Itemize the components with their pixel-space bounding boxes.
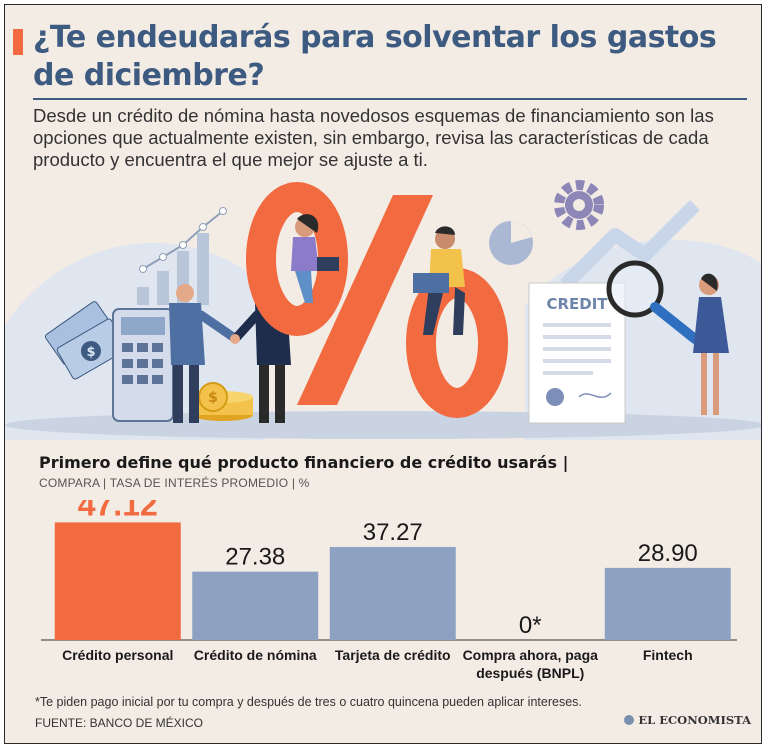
- bar-2: [329, 546, 456, 640]
- title-accent-bar: [13, 29, 23, 55]
- credit-document-illustration: CREDIT: [528, 282, 626, 424]
- svg-text:$: $: [86, 345, 95, 360]
- bar-value-label: 28.90: [638, 540, 698, 567]
- brand-logo-icon: [624, 715, 635, 725]
- svg-text:CREDIT: CREDIT: [546, 295, 608, 313]
- category-label: Crédito de nómina: [194, 647, 317, 663]
- chart-section-title: Primero define qué producto financiero d…: [39, 453, 569, 472]
- svg-text:$: $: [208, 390, 218, 406]
- bar-value-label: 27.38: [225, 544, 285, 571]
- bar-value-label: 0*: [519, 612, 542, 639]
- category-label: Tarjeta de crédito: [335, 647, 451, 663]
- intro-text: Desde un crédito de nómina hasta novedos…: [33, 105, 714, 170]
- woman-analyst-illustration: [693, 273, 729, 415]
- gear-icon: [554, 180, 604, 230]
- title-divider: [33, 98, 747, 100]
- calculator-icon: [112, 308, 174, 422]
- bar-value-label: 47.12: [78, 500, 158, 522]
- money-bills-icon: $: [44, 301, 128, 380]
- chart-section-subtitle: COMPARA | TASA DE INTERÉS PROMEDIO | %: [39, 476, 310, 490]
- brand-name: EL ECONOMISTA: [638, 713, 751, 727]
- bar-0: [54, 522, 181, 640]
- bar-value-label: 37.27: [363, 519, 423, 546]
- chart-footnote: *Te piden pago inicial por tu compra y d…: [35, 695, 582, 709]
- bar-4: [604, 567, 731, 640]
- publisher-brand: EL ECONOMISTA: [624, 713, 751, 727]
- magnifying-glass-icon: [606, 260, 700, 344]
- category-label: Fintech: [643, 647, 693, 663]
- interest-rate-bar-chart: 47.12 Crédito personal 27.38 Crédito de nóm…: [41, 500, 737, 681]
- pie-chart-icon: [489, 221, 533, 265]
- coin-stack-icon: $: [193, 382, 253, 421]
- trend-arrow-icon: [560, 200, 700, 290]
- category-label: Crédito personal: [62, 647, 173, 663]
- woman-with-laptop-illustration: [291, 214, 339, 303]
- man-with-laptop-illustration: [413, 226, 465, 335]
- bar-1: [192, 571, 319, 640]
- finance-illustration: $ $: [5, 180, 761, 440]
- page-title: ¿Te endeudarás para solventar los gastos…: [33, 20, 717, 93]
- source-note: FUENTE: BANCO DE MÉXICO: [35, 716, 204, 730]
- infographic-frame: ¿Te endeudarás para solventar los gastos…: [4, 4, 762, 744]
- category-label: Compra ahora, paga después (BNPL): [463, 647, 599, 681]
